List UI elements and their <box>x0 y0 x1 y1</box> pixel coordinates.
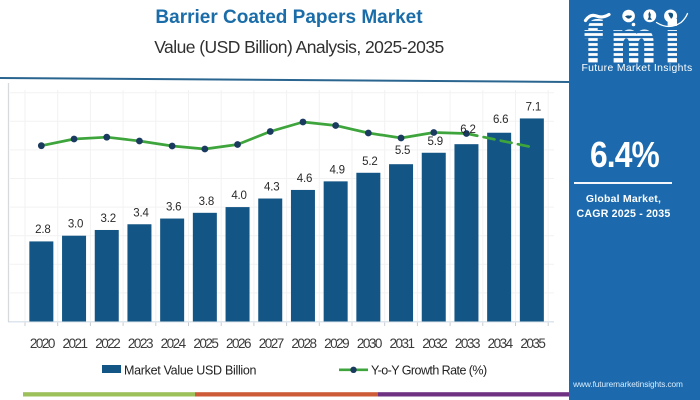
svg-text:2023: 2023 <box>128 336 153 351</box>
svg-text:2022: 2022 <box>95 336 120 351</box>
svg-text:2027: 2027 <box>259 336 284 351</box>
svg-text:2025: 2025 <box>193 336 218 351</box>
svg-text:6.2: 6.2 <box>460 124 475 136</box>
svg-text:4.9: 4.9 <box>329 164 344 176</box>
svg-text:2033: 2033 <box>455 336 480 351</box>
svg-text:2029: 2029 <box>324 336 349 351</box>
svg-text:7.1: 7.1 <box>526 101 541 113</box>
svg-text:3.2: 3.2 <box>101 213 116 225</box>
svg-text:4.0: 4.0 <box>231 190 246 202</box>
svg-text:2034: 2034 <box>488 336 514 351</box>
svg-text:2035: 2035 <box>520 336 545 351</box>
svg-text:2021: 2021 <box>63 336 88 351</box>
svg-text:6.6: 6.6 <box>493 114 508 126</box>
svg-text:3.8: 3.8 <box>199 196 214 208</box>
svg-text:3.4: 3.4 <box>133 207 149 219</box>
svg-text:2020: 2020 <box>30 336 55 351</box>
svg-text:2032: 2032 <box>422 336 447 351</box>
svg-text:3.0: 3.0 <box>68 219 83 231</box>
svg-text:5.5: 5.5 <box>395 145 410 157</box>
svg-text:2030: 2030 <box>357 336 382 351</box>
svg-text:2031: 2031 <box>390 336 415 351</box>
svg-text:3.6: 3.6 <box>166 202 181 214</box>
svg-text:4.3: 4.3 <box>264 182 279 194</box>
svg-text:2.8: 2.8 <box>35 224 50 236</box>
svg-text:2024: 2024 <box>161 336 187 351</box>
svg-text:Market Value USD Billion: Market Value USD Billion <box>124 364 257 378</box>
svg-text:4.6: 4.6 <box>297 173 312 185</box>
svg-text:2028: 2028 <box>291 336 316 351</box>
svg-text:Y-o-Y Growth Rate (%): Y-o-Y Growth Rate (%) <box>371 364 487 378</box>
svg-text:2026: 2026 <box>226 336 251 351</box>
svg-text:5.9: 5.9 <box>428 136 443 148</box>
svg-text:5.2: 5.2 <box>362 156 377 168</box>
